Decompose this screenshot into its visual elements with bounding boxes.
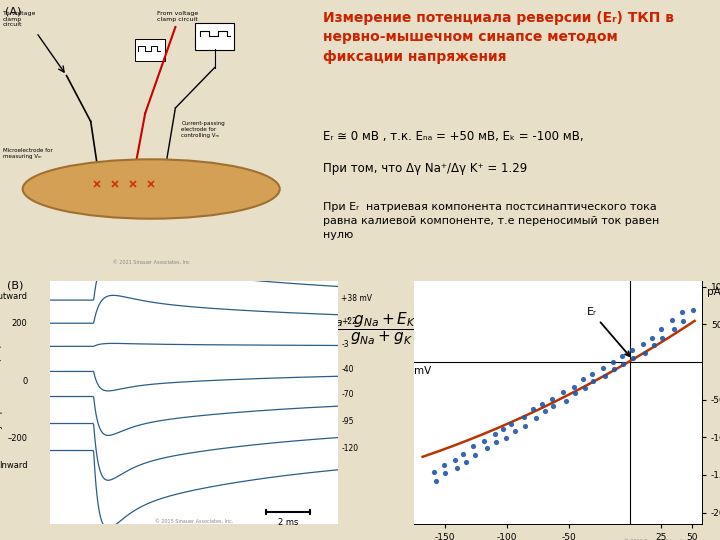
Point xyxy=(478,436,490,445)
Text: -3: -3 xyxy=(341,340,349,349)
Point xyxy=(647,334,658,342)
Text: (B): (B) xyxy=(7,281,24,291)
Point xyxy=(657,334,668,342)
Point xyxy=(518,412,530,421)
Point xyxy=(457,449,469,458)
Ellipse shape xyxy=(23,159,279,219)
Text: © 2015 Sinauer Associates, Inc.: © 2015 Sinauer Associates, Inc. xyxy=(156,519,233,524)
Point xyxy=(627,353,639,362)
Point xyxy=(520,422,531,430)
Point xyxy=(509,427,521,435)
Text: -70: -70 xyxy=(341,390,354,399)
Point xyxy=(451,463,462,472)
Text: При Eᵣ  натриевая компонента постсинаптического тока
равна калиевой компоненте, : При Eᵣ натриевая компонента постсинаптич… xyxy=(323,202,660,240)
Text: © 2011 Pearson Education, Inc.: © 2011 Pearson Education, Inc. xyxy=(624,538,702,540)
Point xyxy=(655,325,667,333)
Point xyxy=(677,307,688,316)
Text: 0: 0 xyxy=(22,376,27,386)
Point xyxy=(539,407,551,415)
Text: From voltage
clamp circuit: From voltage clamp circuit xyxy=(157,11,199,22)
Point xyxy=(678,316,689,325)
Point xyxy=(489,430,500,438)
Point xyxy=(597,364,608,373)
Point xyxy=(528,405,539,414)
Text: To voltage
clamp
circuit: To voltage clamp circuit xyxy=(3,11,35,28)
Point xyxy=(588,377,599,386)
Point xyxy=(669,325,680,333)
Point xyxy=(639,349,650,358)
Point xyxy=(666,316,678,325)
Point xyxy=(546,395,558,403)
Text: mV: mV xyxy=(414,366,431,376)
Text: (A): (A) xyxy=(4,6,21,17)
Point xyxy=(616,352,627,360)
Point xyxy=(586,369,598,378)
FancyBboxPatch shape xyxy=(135,39,165,60)
Text: При том, что Δγ Na⁺/Δγ K⁺ = 1.29: При том, что Δγ Na⁺/Δγ K⁺ = 1.29 xyxy=(323,162,528,175)
Text: 200: 200 xyxy=(12,319,27,328)
Text: Synaptic current (nA): Synaptic current (nA) xyxy=(0,344,3,434)
Text: $E_{\rm равн.син.}$$= \dfrac{E_{Na} \cdot g_{Na} + E_K \cdot g_K}{g_{Na} + g_K}$: $E_{\rm равн.син.}$$= \dfrac{E_{Na} \cdo… xyxy=(233,310,444,347)
Point xyxy=(568,382,580,391)
Text: Измерение потенциала реверсии (Eᵣ) ТКП в
нервно-мышечном синапсе методом
фиксаци: Измерение потенциала реверсии (Eᵣ) ТКП в… xyxy=(323,11,674,64)
Text: Microelectrode for
measuring Vₘ: Microelectrode for measuring Vₘ xyxy=(3,148,53,159)
Text: -95: -95 xyxy=(341,417,354,426)
Point xyxy=(467,441,479,450)
Text: -40: -40 xyxy=(341,365,354,374)
Point xyxy=(505,420,517,428)
Point xyxy=(500,434,512,443)
Text: +38 mV: +38 mV xyxy=(341,294,372,302)
FancyBboxPatch shape xyxy=(195,23,235,50)
Text: Inward: Inward xyxy=(0,462,27,470)
Point xyxy=(580,384,591,393)
Point xyxy=(561,396,572,405)
Point xyxy=(449,456,461,464)
Point xyxy=(460,458,472,467)
Point xyxy=(599,372,611,381)
Point xyxy=(637,340,649,348)
Point xyxy=(548,401,559,410)
Point xyxy=(626,346,638,355)
Point xyxy=(439,468,451,477)
Point xyxy=(608,364,620,373)
Point xyxy=(490,437,501,446)
Text: Current-passing
electrode for
controlling Vₘ: Current-passing electrode for controllin… xyxy=(181,122,225,138)
Point xyxy=(469,451,481,460)
Point xyxy=(608,358,619,367)
Text: –200: –200 xyxy=(7,435,27,443)
Text: 2 ms: 2 ms xyxy=(278,518,298,527)
Point xyxy=(648,341,660,349)
Point xyxy=(430,476,441,485)
Point xyxy=(569,389,580,398)
Text: Eᵣ: Eᵣ xyxy=(587,307,630,356)
Point xyxy=(498,425,509,434)
Text: +22: +22 xyxy=(341,317,357,326)
Text: Outward: Outward xyxy=(0,292,27,301)
Point xyxy=(482,444,493,453)
Point xyxy=(438,461,450,469)
Text: © 2021 Sinauer Associates, Inc: © 2021 Sinauer Associates, Inc xyxy=(113,260,189,265)
Point xyxy=(557,387,569,396)
Point xyxy=(687,306,698,314)
Text: -120: -120 xyxy=(341,444,359,453)
Point xyxy=(536,400,548,408)
Point xyxy=(428,467,439,476)
Point xyxy=(530,414,541,423)
Point xyxy=(618,360,629,368)
Text: Eᵣ ≅ 0 мВ , т.к. Eₙₐ = +50 мВ, Eₖ = -100 мВ,: Eᵣ ≅ 0 мВ , т.к. Eₙₐ = +50 мВ, Eₖ = -100… xyxy=(323,130,584,143)
Text: pA: pA xyxy=(707,287,720,297)
Point xyxy=(577,374,589,383)
